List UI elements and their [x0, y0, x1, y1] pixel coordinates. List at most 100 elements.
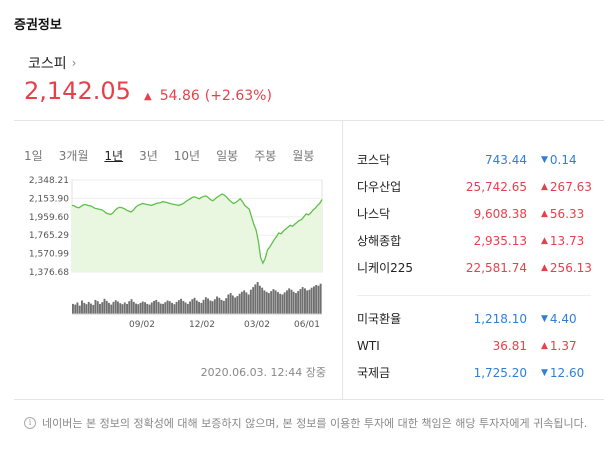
- volume-bar: [175, 301, 178, 314]
- volume-bar: [310, 287, 313, 314]
- period-tab-5[interactable]: 일봉: [216, 149, 239, 163]
- x-tick-label: 06/01: [294, 320, 320, 330]
- volume-bar: [249, 289, 252, 314]
- up-arrow-icon: ▲: [541, 262, 548, 273]
- market-row[interactable]: 다우산업 25,742.65 ▲ 267.63: [357, 173, 592, 200]
- volume-bar: [132, 301, 135, 314]
- volume-bar: [308, 289, 311, 314]
- volume-bar: [177, 300, 180, 314]
- period-tab-4[interactable]: 10년: [173, 149, 201, 163]
- volume-bar: [256, 282, 259, 314]
- market-change-value: 12.60: [549, 365, 585, 380]
- up-arrow-icon: ▲: [541, 340, 548, 351]
- market-change: ▼ 12.60: [527, 366, 587, 380]
- market-value: 36.81: [492, 338, 527, 353]
- volume-bar: [119, 303, 122, 314]
- volume-bar: [103, 298, 106, 314]
- up-arrow-icon: ▲: [144, 90, 152, 102]
- volume-bar: [195, 300, 198, 314]
- volume-bar: [286, 290, 288, 314]
- market-value: 2,935.13: [473, 233, 527, 248]
- period-tab-2[interactable]: 1년: [104, 149, 124, 163]
- market-value: 22,581.74: [465, 260, 527, 275]
- market-row[interactable]: 코스닥 743.44 ▼ 0.14: [357, 146, 592, 173]
- volume-bar: [231, 295, 234, 314]
- volume-bar: [313, 286, 315, 314]
- chevron-right-icon: ›: [71, 56, 77, 70]
- volume-bar: [222, 300, 225, 314]
- info-icon: i: [24, 417, 36, 429]
- market-row[interactable]: 나스닥 9,608.38 ▲ 56.33: [357, 200, 592, 227]
- volume-bar: [105, 300, 108, 314]
- volume-bar: [258, 285, 261, 314]
- y-tick-label: 1,959.60: [29, 213, 69, 223]
- market-change: ▲ 56.33: [527, 207, 587, 221]
- volume-bar: [123, 302, 126, 314]
- volume-bar: [304, 288, 306, 314]
- market-list: 코스닥 743.44 ▼ 0.14 다우산업 25,742.65 ▲ 267.63 나스닥 9,6…: [357, 146, 592, 386]
- up-arrow-icon: ▲: [541, 235, 548, 246]
- volume-bar: [81, 300, 83, 314]
- volume-bar: [225, 298, 228, 314]
- volume-bar: [245, 292, 248, 314]
- period-tab-1[interactable]: 3개월: [58, 149, 89, 163]
- market-row[interactable]: 미국환율 1,218.10 ▼ 4.40: [357, 305, 592, 332]
- volume-bar: [216, 296, 218, 314]
- market-change-value: 267.63: [549, 179, 592, 194]
- volume-bar: [92, 304, 95, 314]
- volume-bar: [153, 300, 155, 314]
- market-change: ▼ 4.40: [527, 312, 587, 326]
- series-line: [71, 193, 323, 265]
- volume-bar: [238, 293, 241, 314]
- volume-bar: [297, 291, 300, 314]
- volume-bar: [96, 301, 99, 314]
- period-tab-0[interactable]: 1일: [24, 149, 43, 163]
- volume-bar: [252, 287, 255, 314]
- volume-bar: [94, 299, 97, 314]
- volume-bar: [159, 303, 162, 314]
- market-row[interactable]: 국제금 1,725.20 ▼ 12.60: [357, 359, 592, 386]
- period-tab-6[interactable]: 주봉: [254, 149, 277, 163]
- market-row[interactable]: 상해종합 2,935.13 ▲ 13.73: [357, 227, 592, 254]
- volume-bar: [171, 302, 173, 314]
- market-value: 25,742.65: [465, 179, 527, 194]
- volume-bar: [83, 302, 86, 314]
- volume-bar: [139, 302, 142, 314]
- volume-bar: [128, 301, 131, 314]
- market-name: 다우산업: [357, 180, 402, 194]
- volume-bar: [281, 294, 284, 314]
- volume-bar: [168, 301, 171, 314]
- market-change-value: 0.14: [549, 152, 577, 167]
- y-tick-label: 1,765.29: [29, 231, 69, 241]
- volume-bar: [236, 296, 239, 314]
- index-name-link[interactable]: 코스피 ›: [28, 53, 76, 73]
- index-price: 2,142.05: [24, 77, 131, 105]
- market-value: 9,608.38: [473, 206, 527, 221]
- volume-bar: [76, 302, 79, 314]
- volume-bar: [155, 299, 158, 314]
- volume-bar: [157, 301, 160, 314]
- market-row[interactable]: WTI 36.81 ▲ 1.37: [357, 332, 592, 359]
- volume-bar: [220, 299, 223, 314]
- period-tab-7[interactable]: 월봉: [292, 149, 315, 163]
- volume-bar: [85, 304, 88, 314]
- market-change: ▲ 1.37: [527, 339, 587, 353]
- market-change-value: 4.40: [549, 311, 577, 326]
- volume-bar: [299, 289, 302, 314]
- volume-bar: [166, 300, 169, 314]
- market-row[interactable]: 니케이225 22,581.74 ▲ 256.13: [357, 254, 592, 281]
- volume-bar: [204, 297, 207, 314]
- volume-bar: [72, 303, 74, 314]
- volume-bar: [189, 301, 191, 314]
- volume-bar: [218, 297, 221, 314]
- down-arrow-icon: ▼: [541, 367, 548, 378]
- period-tab-3[interactable]: 3년: [139, 149, 158, 163]
- volume-bar: [146, 303, 149, 314]
- disclaimer: i 네이버는 본 정보의 정확성에 대해 보증하지 않으며, 본 정보를 이용한…: [24, 415, 587, 431]
- volume-bar: [247, 294, 250, 314]
- volume-bar: [317, 285, 320, 314]
- volume-bar: [243, 290, 246, 314]
- volume-bar: [130, 299, 133, 314]
- index-change: ▲ 54.86 (+2.63%): [144, 88, 272, 104]
- market-change: ▲ 267.63: [527, 180, 592, 194]
